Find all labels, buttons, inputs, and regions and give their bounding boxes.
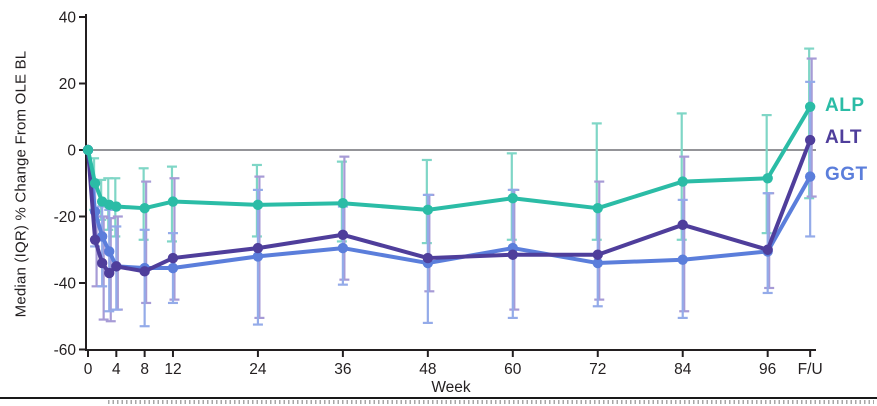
data-point: [167, 196, 179, 207]
y-tick-label: 40: [59, 10, 77, 27]
data-point: [252, 251, 264, 262]
data-point: [507, 249, 518, 260]
data-point: [762, 173, 773, 184]
data-point: [111, 261, 122, 272]
legend-label-alp: ALP: [825, 95, 865, 116]
data-point: [337, 242, 349, 254]
data-point: [422, 204, 434, 216]
x-tick-label: 48: [419, 361, 436, 378]
series-line: [86, 104, 813, 212]
y-tick-label: -20: [54, 209, 77, 226]
footer-microtext-strip: [108, 400, 874, 404]
data-point: [592, 249, 603, 260]
data-point: [89, 178, 101, 189]
data-point: [104, 246, 115, 257]
data-point: [677, 219, 688, 231]
x-tick-label: 96: [759, 361, 776, 378]
data-point: [592, 257, 603, 269]
data-point: [762, 244, 773, 255]
error-bars-alp: [89, 47, 815, 245]
data-point: [111, 201, 122, 212]
error-bars-alt: [91, 57, 817, 323]
data-point: [252, 199, 264, 211]
data-point: [82, 144, 94, 156]
x-tick-label: 60: [504, 361, 522, 378]
data-point: [337, 198, 349, 209]
x-tick-label: 36: [334, 361, 351, 378]
y-tick-label: 20: [59, 76, 77, 93]
data-point: [337, 229, 349, 240]
series-alp: [82, 101, 816, 216]
data-point: [252, 242, 264, 254]
y-axis-title: Median (IQR) % Change From OLE BL: [12, 50, 30, 318]
data-point: [592, 202, 603, 214]
data-point: [804, 171, 816, 182]
x-tick-label: 8: [140, 361, 149, 378]
data-point: [139, 202, 150, 214]
data-point: [804, 134, 816, 146]
data-point: [104, 267, 115, 279]
data-point: [677, 176, 688, 187]
x-tick-label: 12: [164, 361, 181, 378]
x-tick-label: F/U: [798, 361, 823, 378]
legend-label-alt: ALT: [825, 127, 863, 148]
data-point: [422, 252, 434, 264]
data-point: [677, 254, 688, 265]
x-tick-label: 72: [589, 361, 606, 378]
y-tick-label: 0: [67, 143, 76, 160]
x-axis-title: Week: [431, 379, 471, 396]
series-line: [86, 148, 813, 271]
legend-label-ggt: GGT: [825, 164, 868, 185]
data-point: [804, 101, 816, 112]
data-point: [167, 252, 179, 264]
y-tick-label: -40: [54, 276, 77, 293]
data-point: [89, 234, 101, 245]
data-point: [139, 266, 150, 277]
x-tick-label: 0: [84, 361, 93, 378]
x-tick-label: 24: [249, 361, 267, 378]
x-tick-label: 4: [112, 361, 121, 378]
data-point: [167, 262, 179, 274]
data-point: [507, 193, 518, 204]
footer-divider-line: [0, 397, 877, 399]
x-tick-label: 84: [674, 361, 692, 378]
y-tick-label: -60: [54, 342, 77, 359]
data-point: [96, 257, 108, 269]
